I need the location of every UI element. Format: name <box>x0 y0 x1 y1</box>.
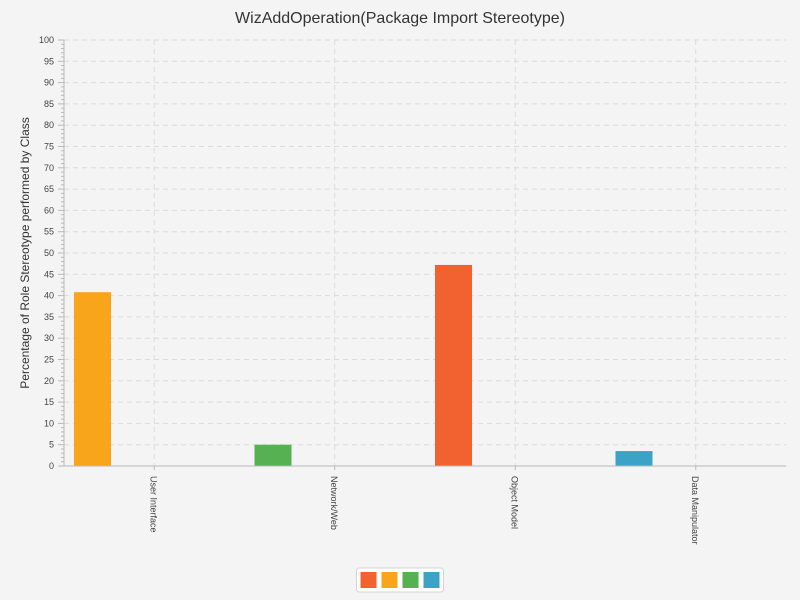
y-tick-label: 75 <box>44 142 54 152</box>
x-tick-label: Network/Web <box>329 476 339 530</box>
y-tick-label: 5 <box>49 440 54 450</box>
y-tick-label: 50 <box>44 248 54 258</box>
legend-swatch[interactable] <box>402 572 419 588</box>
x-tick-label: User Interface <box>148 476 158 533</box>
y-tick-label: 70 <box>44 163 54 173</box>
y-tick-label: 0 <box>49 461 54 471</box>
legend-swatch[interactable] <box>423 572 440 588</box>
bars <box>74 264 653 466</box>
y-tick-label: 85 <box>44 99 54 109</box>
y-tick-label: 30 <box>44 333 54 343</box>
y-tick-label: 80 <box>44 120 54 130</box>
y-tick-label: 90 <box>44 78 54 88</box>
legend-box <box>356 567 444 593</box>
y-tick-label: 100 <box>39 35 54 45</box>
axes: 0 5 10 15 20 25 30 35 40 45 50 55 60 65 70 75 80 85 90 95 10… <box>39 35 786 545</box>
legend-swatch[interactable] <box>360 572 377 588</box>
legend-swatch[interactable] <box>381 572 398 588</box>
bar <box>254 444 292 466</box>
bar <box>74 292 111 466</box>
grid-lines <box>64 39 786 466</box>
y-tick-label: 65 <box>44 184 54 194</box>
y-tick-label: 10 <box>44 418 54 428</box>
y-tick-label: 15 <box>44 397 54 407</box>
y-tick-label: 35 <box>44 312 54 322</box>
y-tick-label: 25 <box>44 355 54 365</box>
x-tick-label: Object Model <box>509 476 519 529</box>
y-tick-label: 45 <box>44 269 54 279</box>
y-tick-label: 95 <box>44 56 54 66</box>
y-tick-label: 40 <box>44 291 54 301</box>
y-tick-label: 55 <box>44 227 54 237</box>
bar <box>435 264 472 466</box>
x-tick-label: Data Manipulator <box>690 476 700 545</box>
bar <box>615 451 653 466</box>
chart-title: WizAddOperation(Package Import Stereotyp… <box>235 10 565 27</box>
y-tick-label: 60 <box>44 205 54 215</box>
y-tick-label: 20 <box>44 376 54 386</box>
y-axis-label: Percentage of Role Stereotype performed … <box>18 117 32 388</box>
legend <box>356 567 444 593</box>
